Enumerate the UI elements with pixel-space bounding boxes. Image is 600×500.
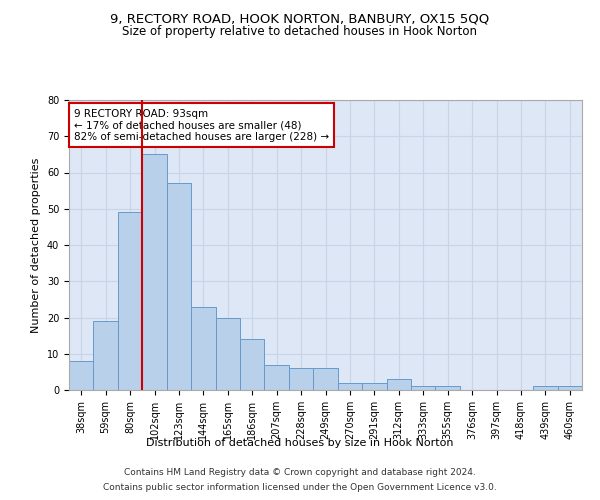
Bar xyxy=(118,212,142,390)
Bar xyxy=(191,306,215,390)
Bar xyxy=(386,379,411,390)
Text: Size of property relative to detached houses in Hook Norton: Size of property relative to detached ho… xyxy=(122,25,478,38)
Bar xyxy=(289,368,313,390)
Y-axis label: Number of detached properties: Number of detached properties xyxy=(31,158,41,332)
Text: 9 RECTORY ROAD: 93sqm
← 17% of detached houses are smaller (48)
82% of semi-deta: 9 RECTORY ROAD: 93sqm ← 17% of detached … xyxy=(74,108,329,142)
Bar xyxy=(436,386,460,390)
Bar xyxy=(240,339,265,390)
Text: Contains HM Land Registry data © Crown copyright and database right 2024.: Contains HM Land Registry data © Crown c… xyxy=(124,468,476,477)
Bar xyxy=(167,184,191,390)
Text: Contains public sector information licensed under the Open Government Licence v3: Contains public sector information licen… xyxy=(103,483,497,492)
Text: 9, RECTORY ROAD, HOOK NORTON, BANBURY, OX15 5QQ: 9, RECTORY ROAD, HOOK NORTON, BANBURY, O… xyxy=(110,12,490,26)
Bar xyxy=(69,361,94,390)
Text: Distribution of detached houses by size in Hook Norton: Distribution of detached houses by size … xyxy=(146,438,454,448)
Bar xyxy=(411,386,436,390)
Bar xyxy=(94,321,118,390)
Bar xyxy=(142,154,167,390)
Bar xyxy=(362,383,386,390)
Bar xyxy=(338,383,362,390)
Bar xyxy=(215,318,240,390)
Bar xyxy=(533,386,557,390)
Bar xyxy=(557,386,582,390)
Bar xyxy=(265,364,289,390)
Bar xyxy=(313,368,338,390)
